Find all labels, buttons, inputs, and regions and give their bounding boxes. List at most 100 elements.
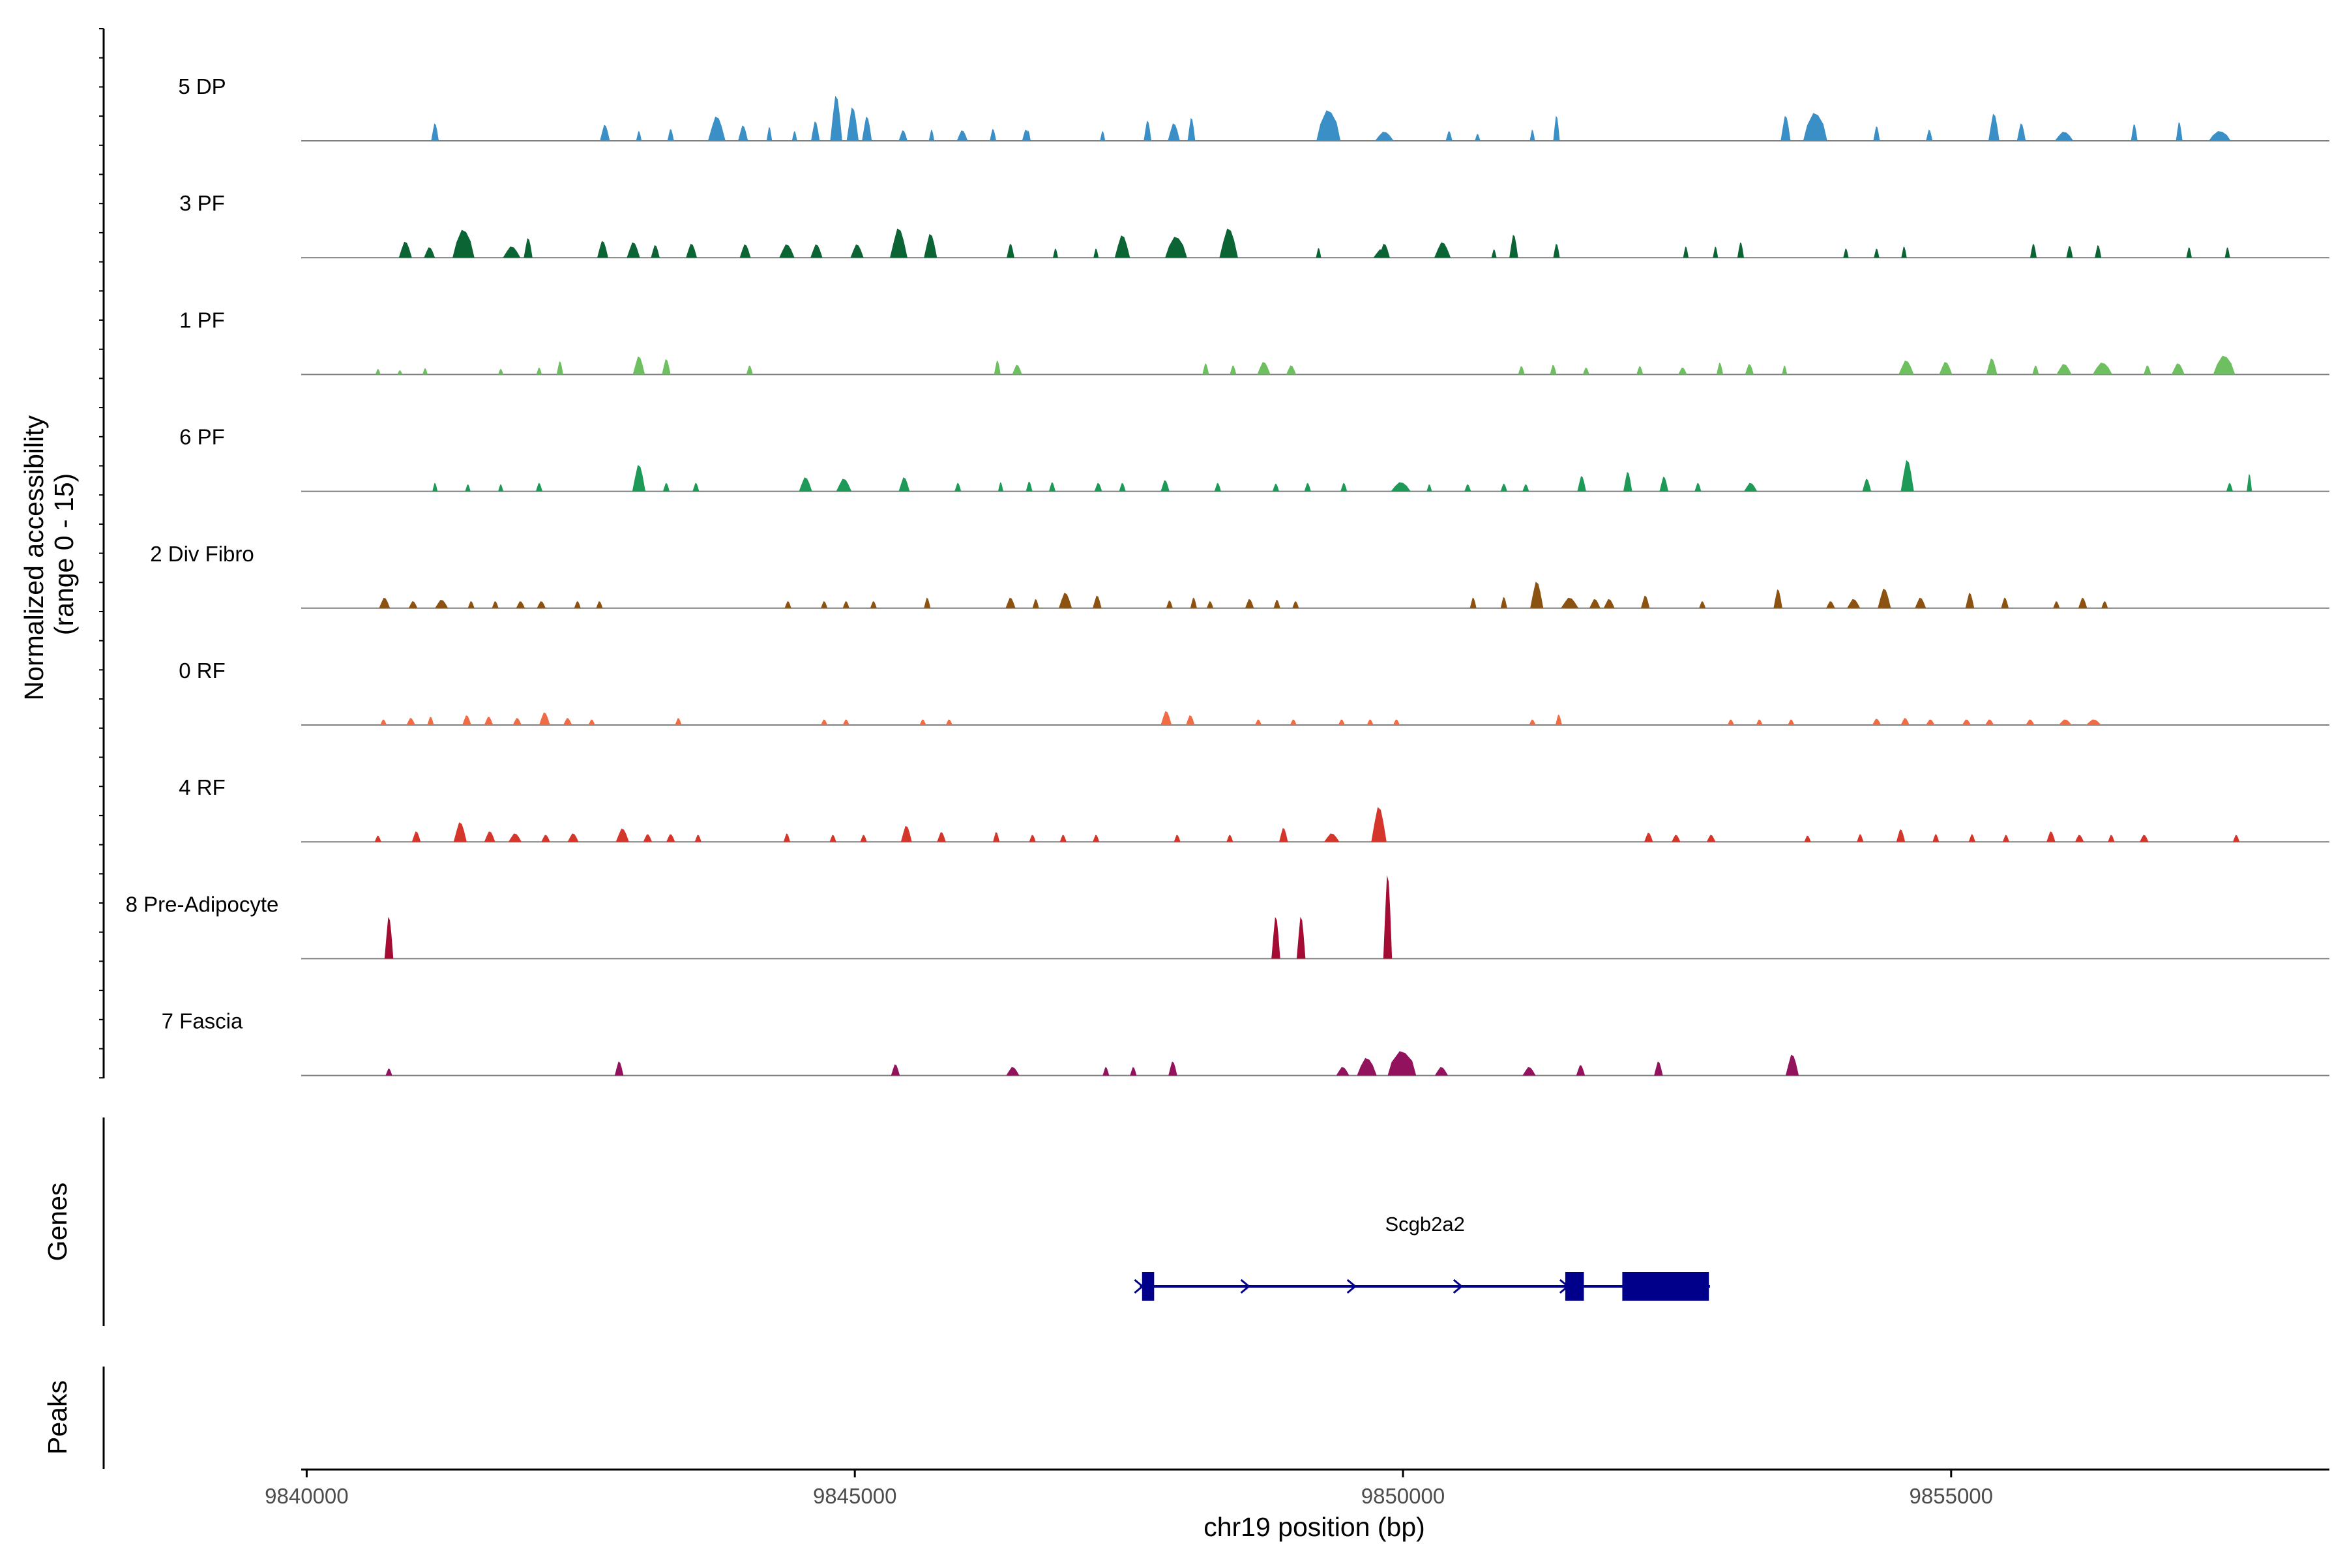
- accessibility-y-axis: [99, 28, 105, 1079]
- coverage-peak: [1387, 1051, 1417, 1076]
- coverage-peak: [990, 128, 997, 141]
- coverage-peak: [1522, 1067, 1536, 1076]
- coverage-peak: [492, 601, 499, 608]
- coverage-peak: [850, 244, 864, 258]
- coverage-peak: [462, 715, 471, 725]
- coverage-peak: [1589, 599, 1601, 608]
- coverage-peak: [537, 601, 546, 608]
- coverage-peak: [574, 601, 581, 608]
- coverage-peak: [662, 359, 671, 375]
- track-0-rf: 0 RF: [179, 658, 2329, 726]
- coverage-peak: [1623, 471, 1632, 492]
- coverage-peak: [945, 719, 952, 725]
- coverage-peak: [2056, 364, 2072, 375]
- coverage-peak: [1366, 719, 1374, 725]
- coverage-peak: [1290, 719, 1297, 725]
- coverage-peak: [842, 719, 849, 725]
- coverage-peak: [384, 917, 394, 959]
- coverage-peak: [1915, 597, 1926, 608]
- coverage-peak: [1032, 599, 1039, 608]
- track-label: 3 PF: [179, 191, 225, 215]
- coverage-peak: [746, 365, 753, 375]
- coverage-peak: [1338, 719, 1345, 725]
- coverage-peak: [1672, 835, 1681, 842]
- coverage-peak: [1788, 719, 1795, 725]
- coverage-peak: [821, 601, 828, 608]
- coverage-peak: [1029, 835, 1036, 842]
- coverage-peak: [1986, 358, 1998, 375]
- coverage-peak: [1577, 476, 1586, 492]
- coverage-peak: [1878, 588, 1891, 608]
- coverage-peak: [398, 241, 412, 258]
- coverage-peak: [1847, 599, 1861, 608]
- coverage-peak: [614, 1061, 624, 1076]
- coverage-peak: [2233, 835, 2240, 842]
- coverage-peak: [1550, 364, 1557, 375]
- coverage-peak: [1773, 589, 1782, 608]
- coverage-peak: [1114, 235, 1130, 258]
- coverage-peak: [1371, 806, 1387, 842]
- coverage-peak: [1119, 482, 1126, 492]
- coverage-peak: [1744, 482, 1758, 492]
- track-group: 5 DP 3 PF 1 PF 6 PF 2 Div Fibro 0 RF 4 RF 8 Pre…: [126, 74, 2329, 1076]
- coverage-peak: [1756, 719, 1763, 725]
- coverage-peak: [1857, 834, 1864, 842]
- track-label: 5 DP: [178, 74, 226, 98]
- coverage-peak: [928, 129, 935, 141]
- coverage-peak: [1561, 597, 1579, 608]
- track-5-dp: 5 DP: [178, 74, 2329, 141]
- coverage-peak: [1102, 1067, 1110, 1076]
- coverage-peak: [1873, 126, 1880, 141]
- coverage-peak: [1093, 835, 1100, 842]
- coverage-peak: [600, 125, 610, 141]
- coverage-peak: [783, 833, 790, 842]
- coverage-peak: [1529, 719, 1536, 725]
- coverage-peak: [1500, 597, 1507, 608]
- coverage-peak: [1717, 362, 1724, 375]
- coverage-peak: [406, 718, 415, 725]
- coverage-peak: [1187, 117, 1196, 141]
- coverage-peak: [766, 126, 773, 141]
- coverage-peak: [1207, 601, 1214, 608]
- coverage-peak: [694, 835, 701, 842]
- coverage-peak: [1012, 364, 1022, 375]
- coverage-peak: [385, 1068, 392, 1076]
- coverage-peak: [1296, 917, 1306, 959]
- coverage-peak: [1144, 121, 1152, 141]
- strand-arrow: [1346, 1279, 1357, 1294]
- coverage-peak: [2247, 473, 2252, 492]
- coverage-peak: [1636, 366, 1644, 375]
- coverage-peak: [1926, 129, 1933, 141]
- coverage-peak: [821, 719, 828, 725]
- coverage-peak: [1745, 364, 1754, 375]
- coverage-peak: [1190, 597, 1197, 608]
- coverage-peak: [1469, 597, 1477, 608]
- coverage-peak: [997, 482, 1003, 492]
- coverage-peak: [2186, 247, 2192, 258]
- coverage-peak: [512, 718, 522, 725]
- coverage-peak: [1202, 363, 1209, 375]
- strand-arrow: [1453, 1279, 1464, 1294]
- coverage-peak: [2140, 835, 2149, 842]
- coverage-peak: [615, 828, 629, 842]
- coverage-peak: [1379, 243, 1390, 258]
- coverage-peak: [1678, 367, 1687, 375]
- coverage-peak: [1025, 130, 1031, 141]
- coverage-peak: [422, 368, 428, 375]
- coverage-peak: [1901, 246, 1907, 258]
- coverage-peak: [1553, 243, 1560, 258]
- coverage-peak: [1166, 600, 1173, 608]
- coverage-peak: [374, 835, 381, 842]
- coverage-peak: [508, 833, 522, 842]
- coverage-peak: [588, 719, 595, 725]
- coverage-peak: [900, 825, 912, 842]
- coverage-peak: [1874, 248, 1880, 258]
- coverage-peak: [1292, 601, 1299, 608]
- coverage-peak: [2078, 597, 2088, 608]
- coverage-peak: [829, 835, 836, 842]
- coverage-peak: [1518, 366, 1525, 375]
- coverage-peak: [2101, 601, 2108, 608]
- coverage-peak: [435, 600, 449, 608]
- coverage-peak: [1226, 835, 1233, 842]
- coverage-peak: [2053, 601, 2060, 608]
